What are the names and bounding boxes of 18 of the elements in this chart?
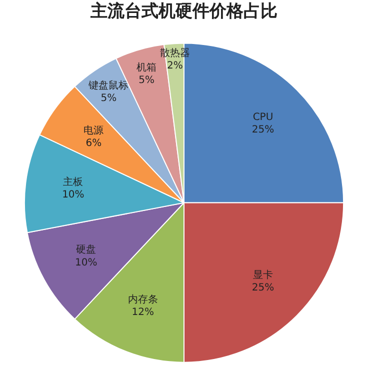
slice-label: CPU: [252, 112, 274, 124]
data-label: 10%: [75, 257, 98, 268]
data-label: 12%: [132, 307, 154, 318]
data-label: 25%: [252, 282, 274, 294]
data-label: 10%: [62, 190, 84, 201]
slice-label: 键盘鼠标: [88, 79, 129, 92]
slice-label: 电源: [84, 124, 104, 136]
data-label: 25%: [252, 124, 274, 136]
chart-title: 主流台式机硬件价格占比: [90, 2, 278, 22]
data-label: 2%: [167, 60, 183, 72]
data-label: 6%: [86, 138, 102, 150]
slice-label: 机箱: [136, 61, 157, 74]
data-label: 5%: [138, 75, 155, 86]
slice-label: 内存条: [128, 294, 158, 306]
slice-label: 显卡: [252, 268, 273, 281]
data-label: 5%: [100, 92, 117, 104]
slice-label: 主板: [63, 176, 84, 188]
slice-label: 硬盘: [76, 244, 96, 256]
